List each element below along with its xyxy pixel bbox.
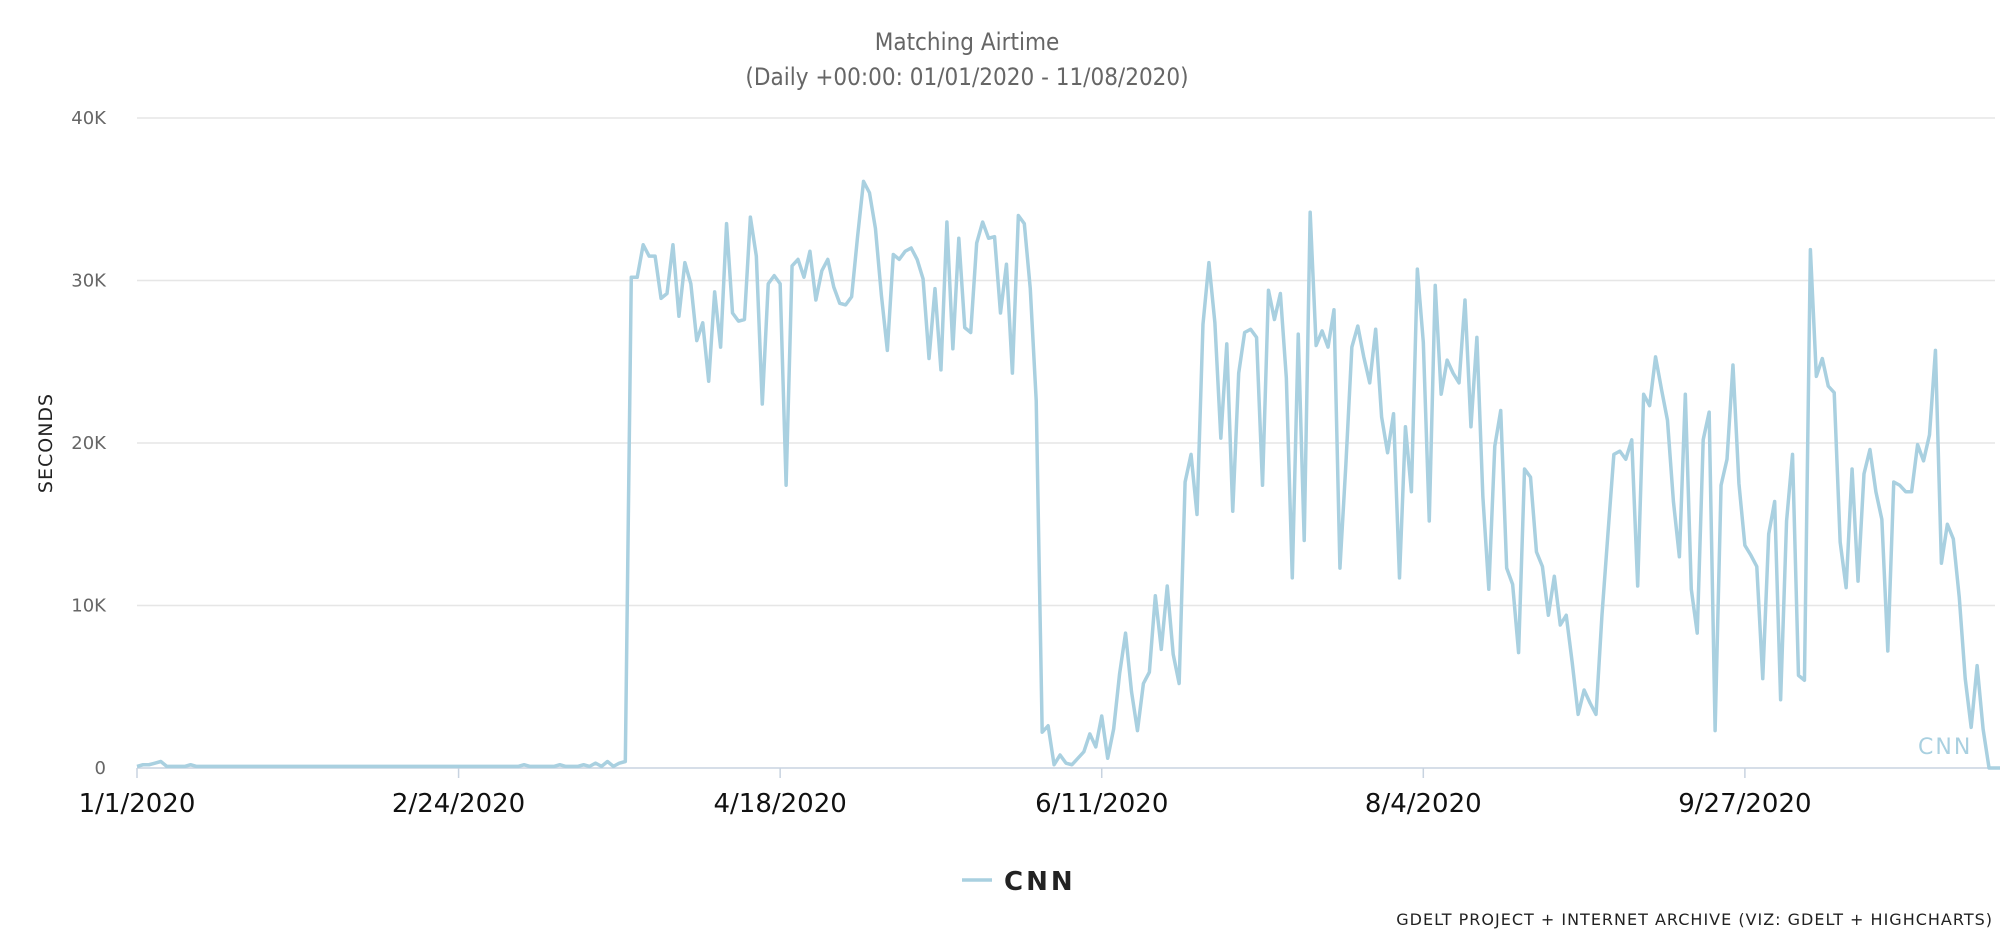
- gridlines: [137, 117, 1995, 607]
- x-tick-label: 8/4/2020: [1365, 789, 1482, 819]
- y-tick-label: 30K: [71, 271, 107, 292]
- x-tick-label: 1/1/2020: [79, 789, 196, 819]
- chart-subtitle: (Daily +00:00: 01/01/2020 - 11/08/2020): [745, 63, 1188, 91]
- legend-item-cnn[interactable]: CNN: [1004, 867, 1076, 897]
- y-tick-label: 20K: [71, 433, 107, 454]
- y-tick-label: 40K: [71, 108, 107, 129]
- legend[interactable]: CNN: [962, 867, 1076, 897]
- series-line-cnn[interactable]: [136, 179, 2000, 770]
- y-tick-label: 10K: [71, 596, 107, 617]
- x-tick-label: 2/24/2020: [392, 789, 525, 819]
- x-tick-label: 9/27/2020: [1678, 789, 1811, 819]
- y-axis-ticks: 0 10K 20K 30K 40K: [71, 108, 107, 779]
- x-tick-label: 6/11/2020: [1035, 789, 1168, 819]
- x-tick-label: 4/18/2020: [713, 789, 846, 819]
- y-axis-label: SECONDS: [35, 393, 57, 493]
- series-end-label: CNN: [1918, 735, 1972, 760]
- chart-title: Matching Airtime: [875, 28, 1060, 56]
- chart-credits[interactable]: GDELT PROJECT + INTERNET ARCHIVE (VIZ: G…: [1396, 910, 1993, 929]
- y-tick-label: 0: [95, 758, 106, 779]
- x-axis-ticks: 1/1/2020 2/24/2020 4/18/2020 6/11/2020 8/4/2…: [79, 768, 1812, 819]
